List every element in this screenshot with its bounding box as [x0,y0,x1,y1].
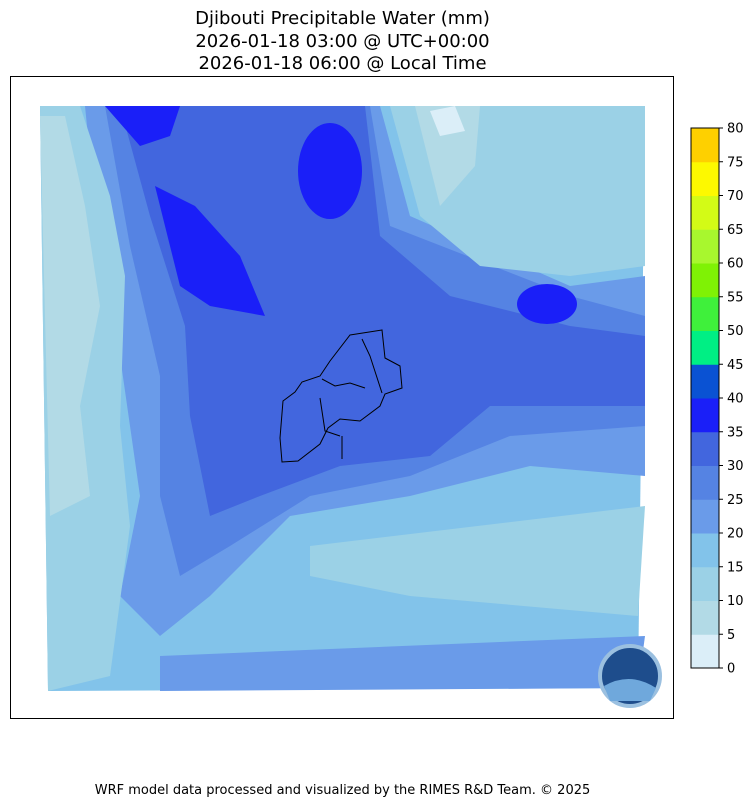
colorbar-segment [691,634,719,669]
contour-5-10 [40,116,100,516]
contour-35-40 [298,123,362,219]
colorbar-tick-label: 30 [727,459,744,474]
colorbar-segment [691,330,719,365]
colorbar-tick-label: 15 [727,560,744,575]
colorbar-tick-label: 65 [727,223,744,238]
colorbar-tick-label: 50 [727,324,744,339]
djibouti-borders [279,329,403,463]
colorbar: 0 5 10 15 20 25 30 35 40 45 50 55 60 65 70 75 80 [690,122,744,677]
contour-fill [40,106,645,691]
colorbar-segment [691,398,719,433]
colorbar-segment [691,128,719,163]
precipitable-water-map: RIMES [40,106,662,708]
colorbar-tick-label: 70 [727,189,744,204]
colorbar-segment [691,364,719,399]
colorbar-segment [691,499,719,534]
colorbar-tick-label: 40 [727,392,744,407]
colorbar-segment [691,533,719,568]
contour-20-25 [160,636,645,691]
colorbar-segment [691,229,719,264]
colorbar-tick-label: 75 [727,155,744,170]
contour-10-15 [310,506,645,616]
colorbar-tick-label: 80 [727,122,744,137]
title-line-3: 2026-01-18 06:00 @ Local Time [198,53,487,74]
title-line-2: 2026-01-18 03:00 @ UTC+00:00 [195,31,490,52]
map-frame [10,76,674,719]
contour-0-5 [430,106,465,136]
colorbar-segment [691,263,719,298]
colorbar-tick-label: 45 [727,358,744,373]
colorbar-segment [691,431,719,466]
colorbar-tick-label: 25 [727,493,744,508]
contour-35-40 [517,284,577,324]
colorbar-segment [691,566,719,601]
footer-credit: WRF model data processed and visualized … [94,783,591,798]
contour-30-35 [120,106,645,516]
colorbar-tick-label: 60 [727,257,744,272]
colorbar-tick-label: 10 [727,594,744,609]
colorbar-segment [691,161,719,196]
colorbar-tick-label: 35 [727,425,744,440]
colorbar-tick-label: 0 [727,662,735,677]
colorbar-tick-label: 5 [727,628,735,643]
title-line-1: Djibouti Precipitable Water (mm) [195,8,490,29]
colorbar-segment [691,465,719,500]
colorbar-tick-label: 55 [727,290,744,305]
colorbar-segment [691,195,719,230]
colorbar-segment [691,296,719,331]
colorbar-segment [691,600,719,635]
contour-35-40 [105,106,180,146]
colorbar-tick-label: 20 [727,527,744,542]
contour-35-40 [155,186,265,316]
rimes-logo: RIMES [598,644,662,708]
